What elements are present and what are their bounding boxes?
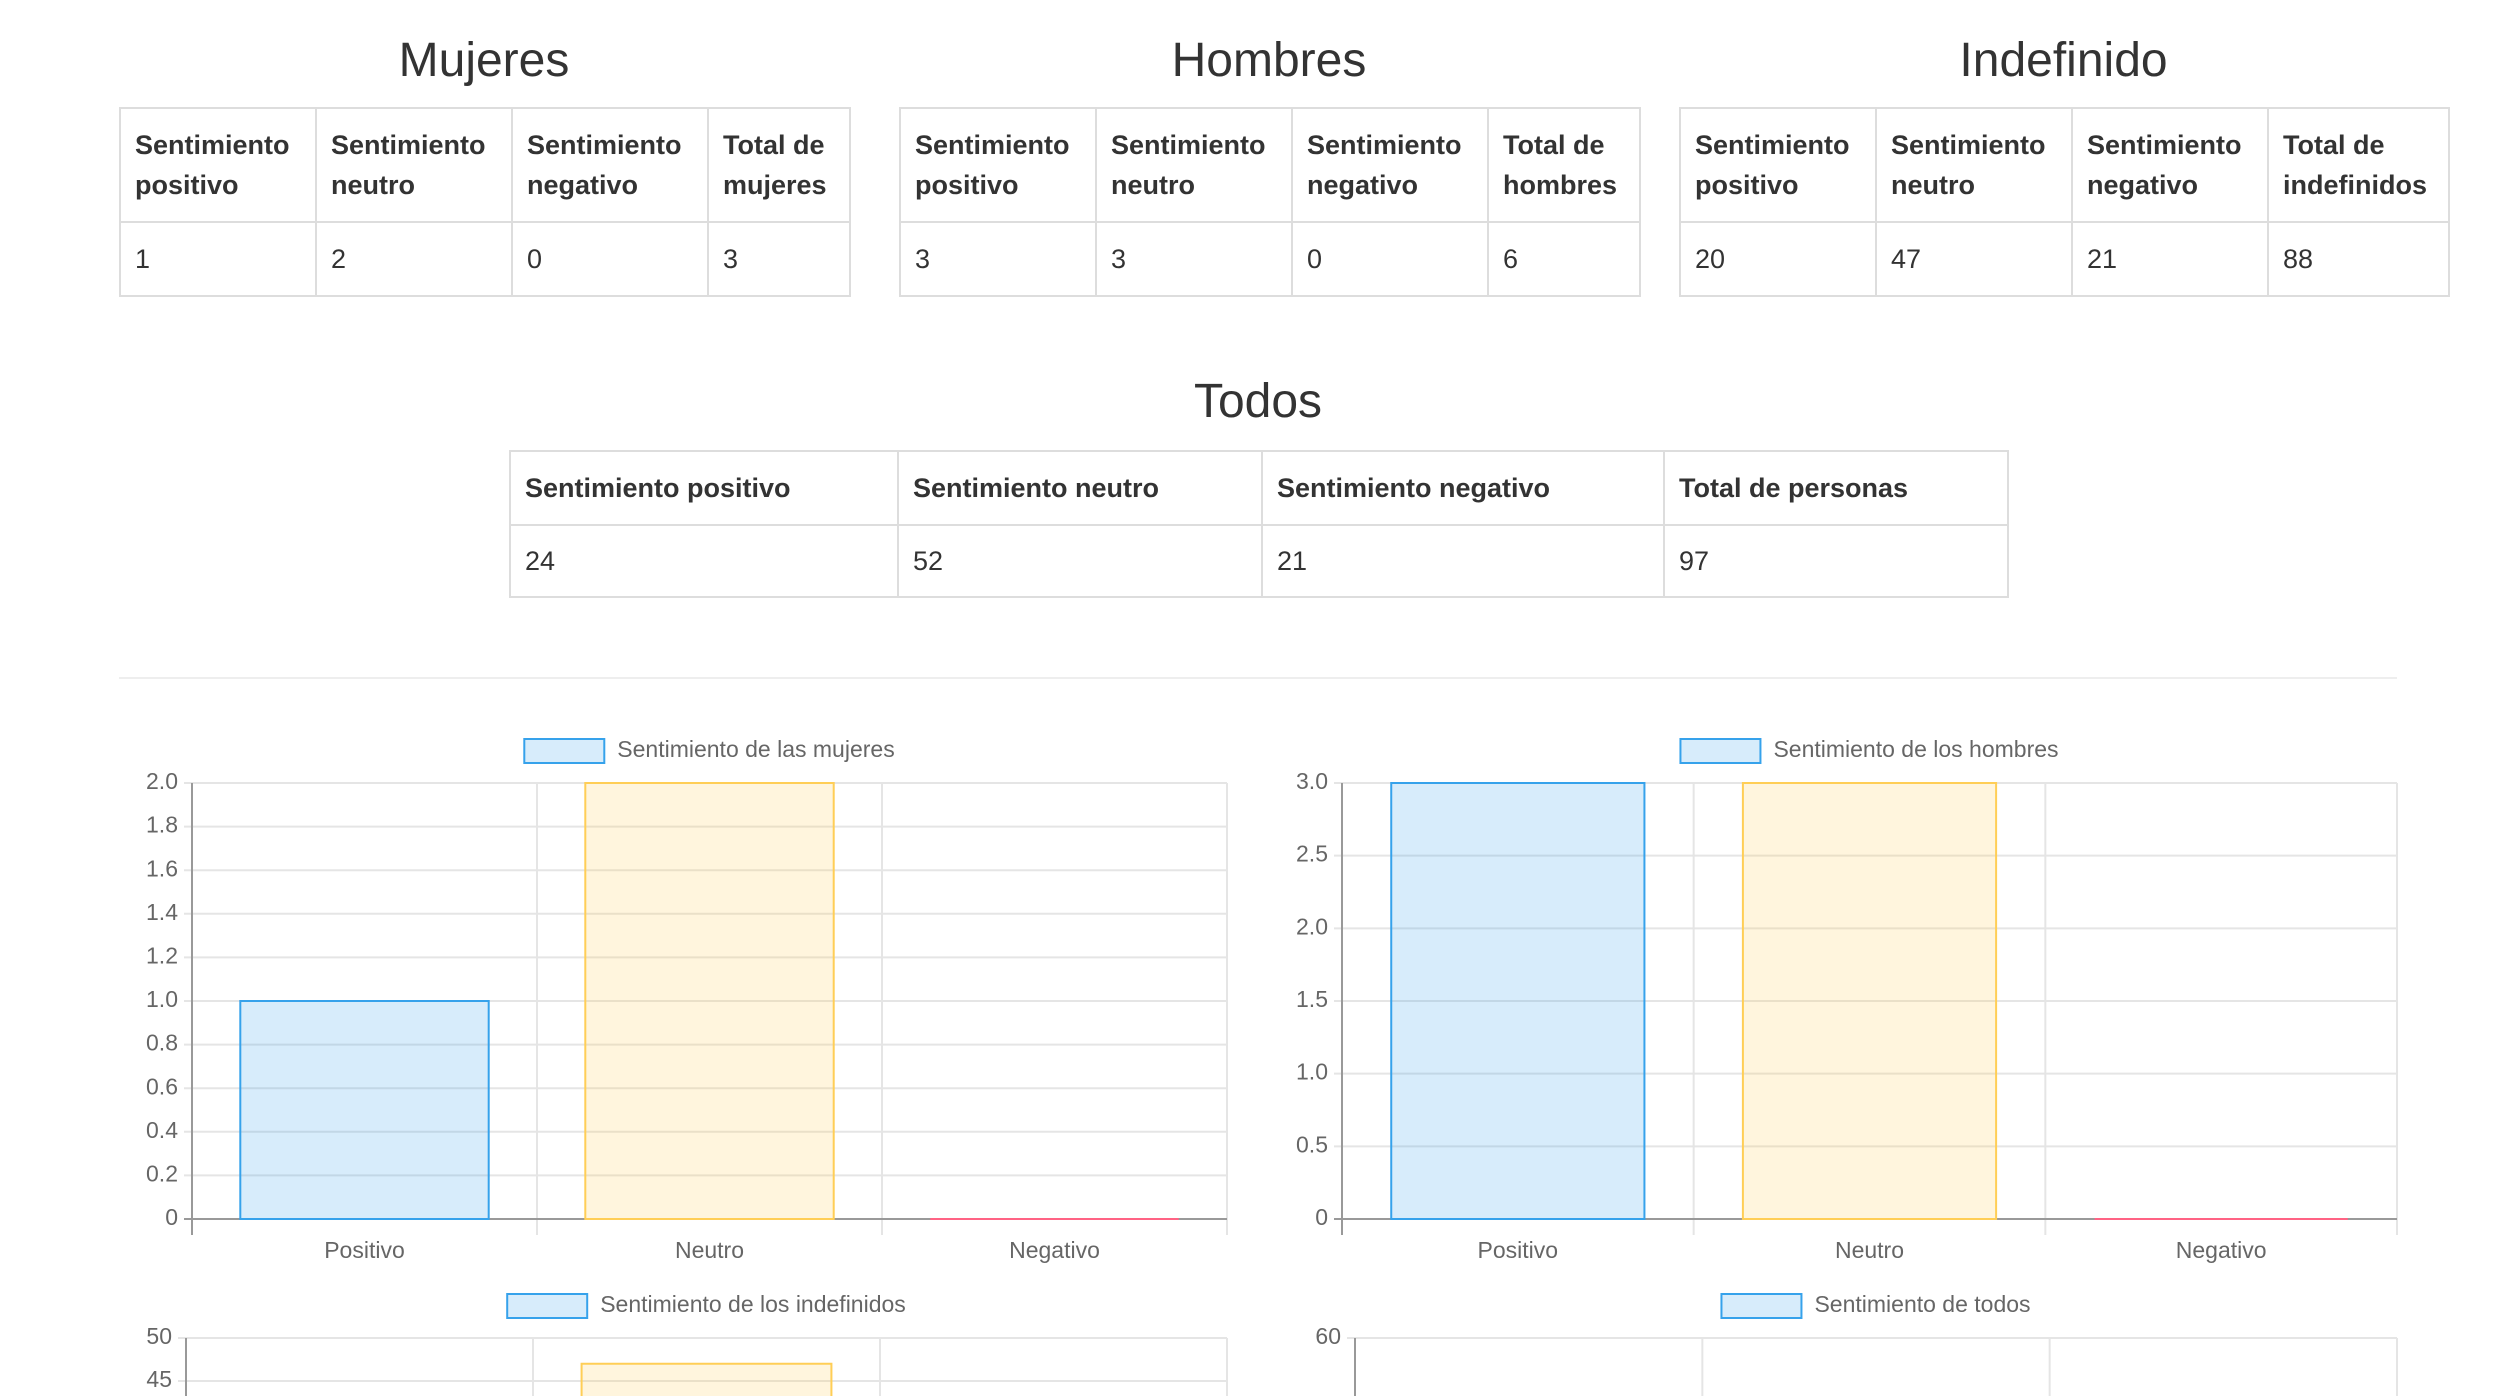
header-cell: Sentimiento positivo [119, 107, 317, 223]
legend-swatch [1679, 738, 1762, 764]
header-cell: Sentimiento neutro [897, 450, 1263, 526]
legend-label: Sentimiento de los hombres [1773, 736, 2058, 762]
legend-label: Sentimiento de los indefinidos [600, 1291, 906, 1317]
table-title: Indefinido [1959, 34, 2168, 87]
bar [1741, 782, 1998, 1220]
y-tick-label: 0 [1315, 1204, 1328, 1230]
y-tick-label: 0.5 [1296, 1131, 1328, 1157]
cell: 1 [119, 221, 317, 297]
bar [1390, 782, 1646, 1220]
header-row: Sentimiento positivo Sentimiento neutro Se… [899, 107, 1641, 223]
table-title: Hombres [1171, 34, 1367, 87]
y-tick-label: 0.2 [146, 1160, 178, 1186]
y-tick-label: 50 [146, 1323, 172, 1349]
cell: 0 [511, 221, 709, 297]
divider [119, 677, 2397, 679]
data-table: Sentimiento positivo Sentimiento neutro Se… [509, 450, 2009, 598]
table-block: Todos Sentimiento positivo Sentimiento neu… [509, 0, 2009, 598]
header-cell: Total de indefinidos [2267, 107, 2450, 223]
cell: 3 [1095, 221, 1293, 297]
cell: 6 [1487, 221, 1641, 297]
data-table: Sentimiento positivo Sentimiento neutro Se… [119, 107, 851, 297]
legend-label: Sentimiento de las mujeres [617, 736, 894, 762]
header-cell: Sentimiento negativo [2071, 107, 2269, 223]
header-cell: Sentimiento positivo [899, 107, 1097, 223]
y-tick-label: 0.6 [146, 1073, 178, 1099]
cell: 20 [1679, 221, 1877, 297]
y-tick-label: 1.0 [146, 986, 178, 1012]
table-title: Todos [1193, 375, 1323, 428]
cell: 97 [1663, 524, 2009, 598]
table-block: Hombres Sentimiento positivo Sentimiento n… [899, 0, 1641, 297]
header-cell: Total de personas [1663, 450, 2009, 526]
cell: 3 [899, 221, 1097, 297]
header-cell: Sentimiento positivo [509, 450, 899, 526]
y-tick-label: 60 [1315, 1323, 1341, 1349]
cell: 24 [509, 524, 899, 598]
y-tick-label: 0 [165, 1204, 178, 1230]
header-cell: Sentimiento negativo [1261, 450, 1665, 526]
header-cell: Sentimiento neutro [315, 107, 513, 223]
table-title: Mujeres [398, 34, 570, 87]
x-tick-label: Neutro [1835, 1237, 1904, 1263]
y-tick-label: 0.8 [146, 1030, 178, 1056]
cell: 88 [2267, 221, 2450, 297]
cell: 0 [1291, 221, 1489, 297]
row: 24 52 21 97 [509, 524, 2009, 598]
table-block: Indefinido Sentimiento positivo Sentimient… [1679, 0, 2450, 297]
cell: 3 [707, 221, 851, 297]
y-tick-label: 1.5 [1296, 986, 1328, 1012]
header-row: Sentimiento positivo Sentimiento neutro Se… [1679, 107, 2450, 223]
header-cell: Sentimiento neutro [1095, 107, 1293, 223]
y-tick-label: 1.6 [146, 855, 178, 881]
legend-swatch [1720, 1293, 1803, 1319]
header-cell: Sentimiento positivo [1679, 107, 1877, 223]
header-cell: Total de hombres [1487, 107, 1641, 223]
y-tick-label: 2.0 [146, 768, 178, 794]
bar [580, 1362, 833, 1396]
header-cell: Sentimiento neutro [1875, 107, 2073, 223]
x-tick-label: Negativo [2176, 1237, 2267, 1263]
x-tick-label: Positivo [324, 1237, 405, 1263]
x-tick-label: Positivo [1478, 1237, 1559, 1263]
row: 20 47 21 88 [1679, 221, 2450, 297]
y-tick-label: 3.0 [1296, 768, 1328, 794]
y-tick-label: 1.2 [146, 942, 178, 968]
data-table: Sentimiento positivo Sentimiento neutro Se… [899, 107, 1641, 297]
y-tick-label: 45 [146, 1366, 172, 1392]
y-tick-label: 1.8 [146, 812, 178, 838]
data-table: Sentimiento positivo Sentimiento neutro Se… [1679, 107, 2450, 297]
header-row: Sentimiento positivo Sentimiento neutro Se… [119, 107, 851, 223]
y-tick-label: 1.4 [146, 899, 178, 925]
x-tick-label: Neutro [675, 1237, 744, 1263]
cell: 21 [1261, 524, 1665, 598]
cell: 47 [1875, 221, 2073, 297]
legend-swatch [523, 738, 606, 764]
header-row: Sentimiento positivo Sentimiento neutro Se… [509, 450, 2009, 526]
header-cell: Sentimiento negativo [511, 107, 709, 223]
y-tick-label: 2.5 [1296, 841, 1328, 867]
cell: 52 [897, 524, 1263, 598]
header-cell: Total de mujeres [707, 107, 851, 223]
bar [239, 1000, 490, 1220]
header-cell: Sentimiento negativo [1291, 107, 1489, 223]
table-block: Mujeres Sentimiento positivo Sentimiento n… [119, 0, 851, 297]
bar [584, 782, 835, 1220]
y-tick-label: 2.0 [1296, 913, 1328, 939]
y-tick-label: 0.4 [146, 1117, 178, 1143]
x-tick-label: Negativo [1009, 1237, 1100, 1263]
cell: 2 [315, 221, 513, 297]
y-tick-label: 1.0 [1296, 1059, 1328, 1085]
cell: 21 [2071, 221, 2269, 297]
legend-label: Sentimiento de todos [1814, 1291, 2030, 1317]
legend-swatch [506, 1293, 589, 1319]
